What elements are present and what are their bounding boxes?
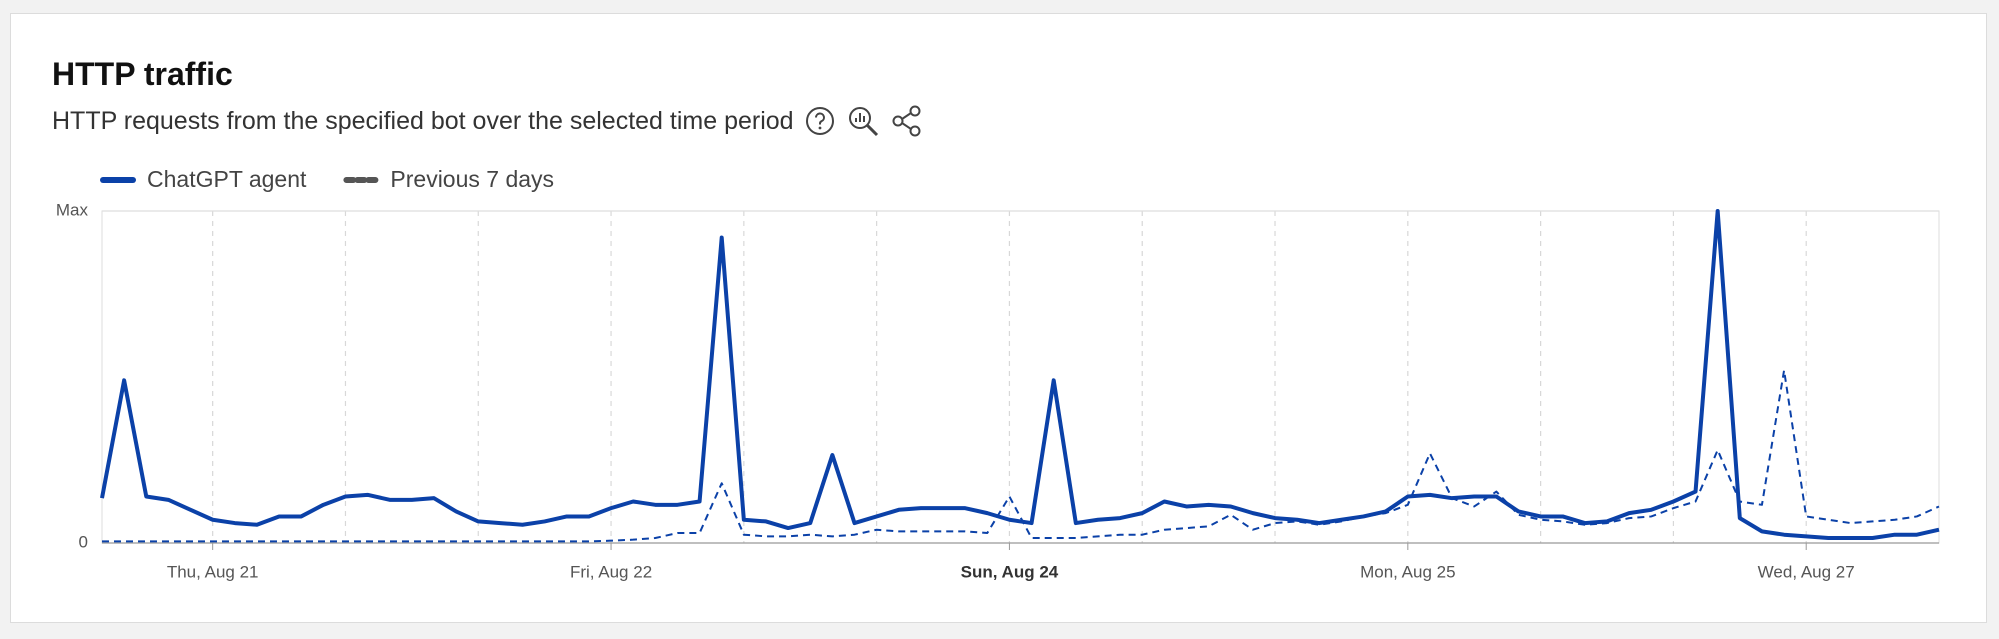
legend-label: Previous 7 days [390,166,554,192]
legend-item: Previous 7 days [343,166,554,192]
chart: 0 Max Thu, Aug 21 Fri, Aug 22 Sun, Aug 24 Mon… [56,166,1940,581]
share-icon[interactable] [890,104,924,138]
subtitle: HTTP requests from the specified bot ove… [52,106,794,135]
series-line [102,369,1940,543]
y-tick-label: Max [56,200,89,219]
y-tick-label: 0 [79,532,88,551]
legend-item: ChatGPT agent [100,166,307,192]
x-tick-label: Wed, Aug 27 [1758,562,1855,581]
zoom-icon[interactable] [846,104,880,138]
x-tick-label: Sun, Aug 24 [961,562,1059,581]
subtitle-row: HTTP requests from the specified bot ove… [52,104,924,138]
plot-frame [101,210,1940,544]
x-tick-label: Fri, Aug 22 [570,562,652,581]
legend-label: ChatGPT agent [147,166,307,192]
card: HTTP traffic HTTP requests from the spec… [10,13,1987,623]
help-icon[interactable] [804,105,836,137]
x-tick-label: Thu, Aug 21 [167,562,259,581]
chart-title: HTTP traffic [52,56,233,92]
series-line [100,209,1940,541]
x-tick-label: Mon, Aug 25 [1360,562,1455,581]
